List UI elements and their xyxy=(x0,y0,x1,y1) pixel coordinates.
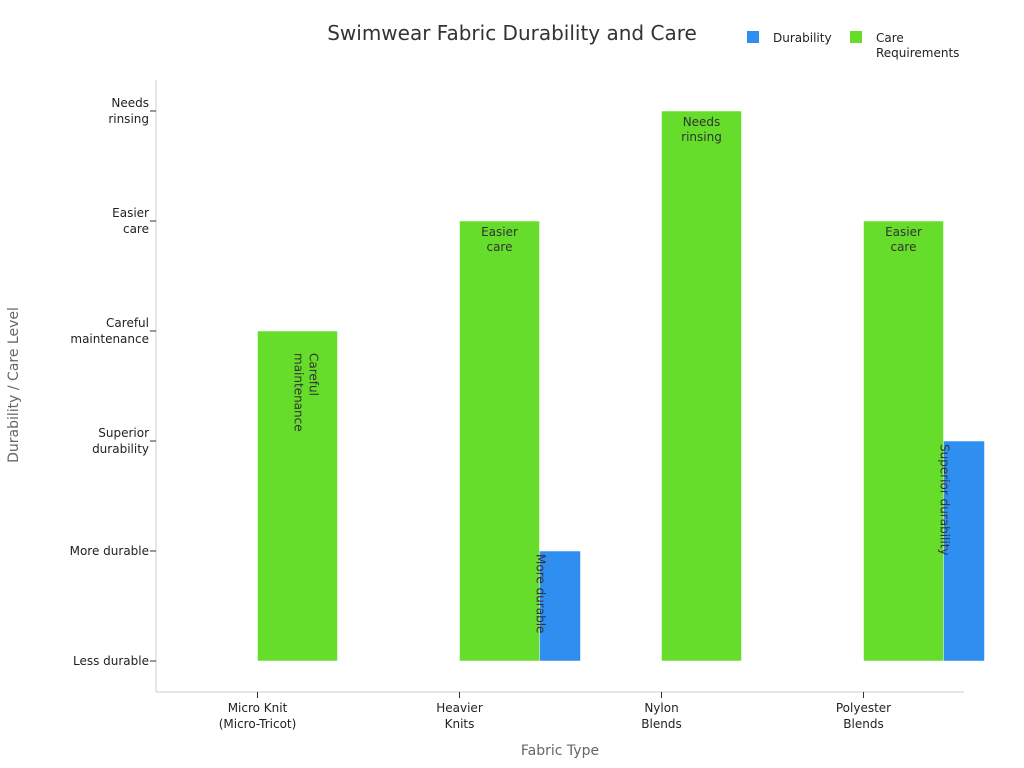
bar-labels: More durable Superior durability Carefulma… xyxy=(292,115,952,633)
legend: Durability Care Requirements xyxy=(747,31,959,60)
y-tick-label-less-durable: Less durable xyxy=(73,654,149,668)
y-tick-label-more-durable: More durable xyxy=(70,544,149,558)
x-tick-label-nylon-blends: Nylon Blends xyxy=(641,701,681,731)
bar-label-durability-heavier-knits: More durable xyxy=(534,554,548,633)
x-tick-label-polyester-blends: Polyester Blends xyxy=(836,701,891,731)
bar-label-care-requirements-polyester-blends: Easier care xyxy=(885,225,922,254)
x-axis-title: Fabric Type xyxy=(521,743,599,759)
bar-care-requirements-micro-knit-micro-tricot xyxy=(257,330,338,662)
legend-label-care-requirements: Care Requirements xyxy=(876,31,959,60)
x-tick-label-micro-knit-micro-tricot: Micro Knit (Micro-Tricot) xyxy=(219,701,297,731)
y-tick-label-careful-maintenance: Careful maintenance xyxy=(70,316,149,346)
legend-swatch-durability xyxy=(747,31,759,43)
legend-swatch-care-requirements xyxy=(850,31,862,43)
y-ticks: Less durable More durable Superior durabili… xyxy=(70,96,156,668)
bar-care-requirements-polyester-blends xyxy=(863,220,944,662)
legend-label-durability: Durability xyxy=(773,31,832,45)
bars xyxy=(257,110,985,662)
bar-care-requirements-nylon-blends xyxy=(661,110,742,662)
bar-label-care-requirements-heavier-knits: Easier care xyxy=(481,225,518,254)
bar-label-care-requirements-micro-knit-micro-tricot: Carefulmaintenance xyxy=(292,353,321,432)
x-tick-label-heavier-knits: Heavier Knits xyxy=(436,701,483,731)
bar-care-requirements-heavier-knits xyxy=(459,220,540,662)
chart-title: Swimwear Fabric Durability and Care xyxy=(327,21,697,45)
bar-label-care-requirements-nylon-blends: Needs rinsing xyxy=(681,115,722,144)
bar-label-durability-polyester-blends: Superior durability xyxy=(938,444,952,556)
y-tick-label-superior-durability: Superior durability xyxy=(92,426,149,456)
y-tick-label-easier-care: Easier care xyxy=(112,206,149,236)
x-ticks: Micro Knit (Micro-Tricot) Heavier Knits Nylo… xyxy=(219,692,891,731)
y-axis-title: Durability / Care Level xyxy=(6,307,22,463)
y-tick-label-needs-rinsing: Needs rinsing xyxy=(108,96,149,126)
